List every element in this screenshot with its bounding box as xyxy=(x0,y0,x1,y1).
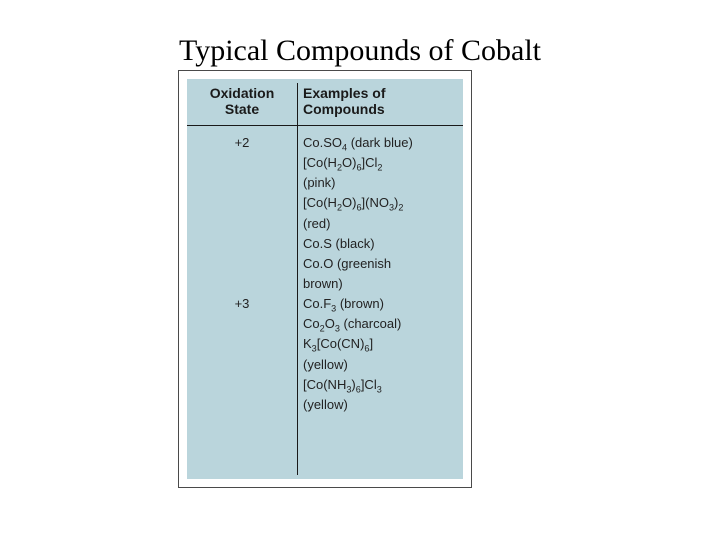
table-inner: OxidationState +2 +3 Examples ofCompound… xyxy=(187,79,463,479)
compound-line: brown) xyxy=(297,274,463,294)
column-oxidation-state: OxidationState +2 +3 xyxy=(187,79,297,479)
column-compounds: Examples ofCompounds Co.SO4 (dark blue)[… xyxy=(297,79,463,479)
compound-line: Co2O3 (charcoal) xyxy=(297,314,463,334)
compound-line: [Co(NH3)6]Cl3 xyxy=(297,375,463,395)
slide: { "title": "Typical Compounds of Cobalt"… xyxy=(0,0,720,540)
header-compounds: Examples ofCompounds xyxy=(297,79,463,117)
oxidation-state-label: +3 xyxy=(187,294,297,314)
table-frame: OxidationState +2 +3 Examples ofCompound… xyxy=(178,70,472,488)
compound-line: (yellow) xyxy=(297,355,463,375)
compound-line: (yellow) xyxy=(297,395,463,415)
oxidation-state-label: +2 xyxy=(187,133,297,153)
compound-values: Co.SO4 (dark blue)[Co(H2O)6]Cl2(pink)[Co… xyxy=(297,133,463,479)
page-title: Typical Compounds of Cobalt xyxy=(0,34,720,68)
compound-line: Co.O (greenish xyxy=(297,254,463,274)
oxidation-state-values: +2 +3 xyxy=(187,133,297,479)
compound-line: [Co(H2O)6](NO3)2 xyxy=(297,193,463,213)
compound-line: Co.F3 (brown) xyxy=(297,294,463,314)
compound-line: K3[Co(CN)6] xyxy=(297,334,463,354)
compound-line: (pink) xyxy=(297,173,463,193)
header-oxidation-state: OxidationState xyxy=(187,79,297,117)
compound-line: Co.SO4 (dark blue) xyxy=(297,133,463,153)
compound-line: [Co(H2O)6]Cl2 xyxy=(297,153,463,173)
compound-line: Co.S (black) xyxy=(297,234,463,254)
compound-line: (red) xyxy=(297,214,463,234)
